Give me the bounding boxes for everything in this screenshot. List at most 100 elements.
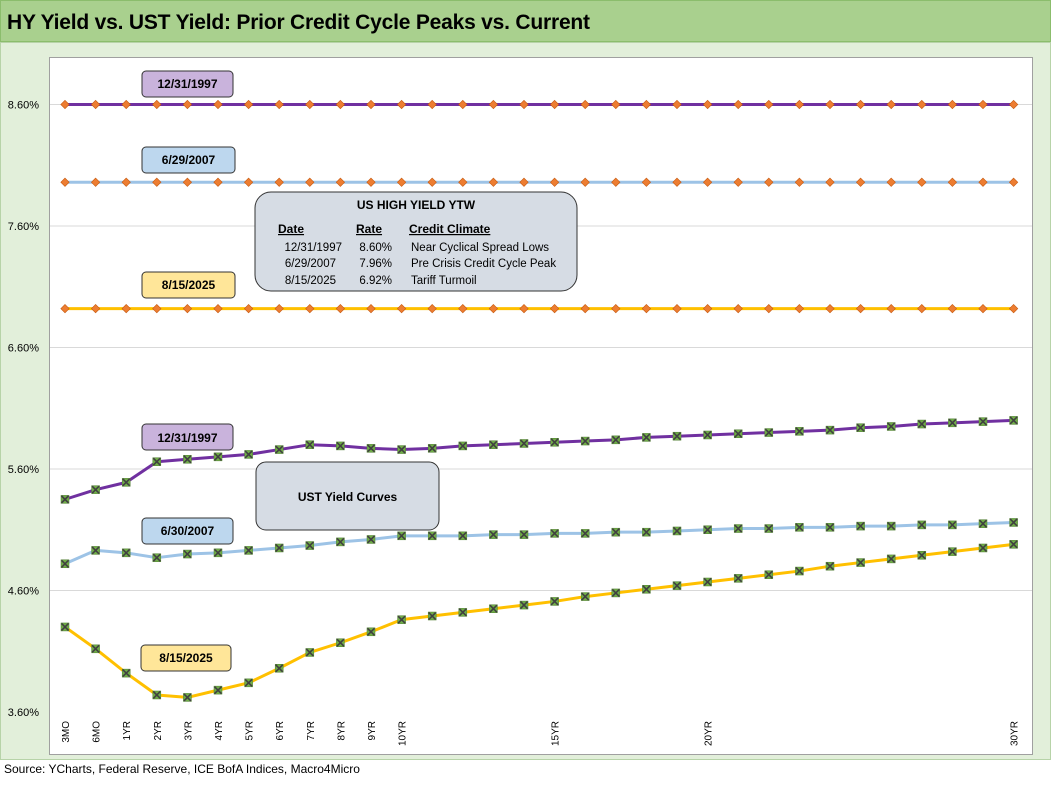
ust-marker bbox=[60, 622, 70, 632]
ust-marker bbox=[213, 548, 223, 558]
hy-marker bbox=[274, 177, 284, 187]
label-ust-1997: 12/31/1997 bbox=[141, 423, 234, 451]
hy-marker bbox=[549, 177, 560, 187]
ust-marker bbox=[825, 425, 835, 435]
hy-marker bbox=[488, 303, 499, 314]
ust-marker bbox=[183, 455, 192, 464]
series-line bbox=[64, 520, 1014, 566]
ust-marker bbox=[91, 485, 100, 494]
x-tick-label: 20YR bbox=[704, 721, 715, 746]
ust-marker bbox=[703, 430, 712, 440]
hy-marker bbox=[335, 177, 346, 187]
hy-marker bbox=[519, 177, 529, 187]
hy-table-row-rate: 6.92% bbox=[359, 275, 392, 287]
svg-text:6/29/2007: 6/29/2007 bbox=[162, 153, 216, 167]
ust-marker bbox=[672, 581, 682, 590]
ust-marker bbox=[1009, 540, 1018, 549]
hy-marker bbox=[182, 99, 193, 110]
svg-text:8/15/2025: 8/15/2025 bbox=[162, 278, 216, 292]
ust-marker bbox=[886, 521, 896, 531]
hy-marker bbox=[60, 303, 70, 314]
series-lines bbox=[64, 103, 1014, 699]
hy-table-header-rate: Rate bbox=[356, 222, 382, 236]
hy-marker bbox=[60, 177, 70, 187]
ust-marker bbox=[642, 527, 651, 537]
ust-marker bbox=[856, 423, 865, 432]
ust-marker bbox=[60, 495, 70, 504]
hy-marker bbox=[1008, 303, 1019, 314]
hy-marker bbox=[733, 303, 743, 314]
x-tick-label: 9YR bbox=[367, 721, 378, 740]
hy-marker bbox=[243, 303, 254, 314]
x-tick-label: 15YR bbox=[551, 721, 562, 746]
chart-title: HY Yield vs. UST Yield: Prior Credit Cyc… bbox=[7, 11, 590, 34]
ust-marker bbox=[427, 531, 437, 541]
x-tick-label: 5YR bbox=[245, 721, 256, 740]
ust-marker bbox=[886, 554, 896, 564]
ust-marker bbox=[152, 457, 162, 466]
ust-marker bbox=[642, 433, 651, 442]
ust-marker bbox=[336, 441, 345, 451]
ust-marker bbox=[274, 664, 284, 673]
hy-marker bbox=[90, 177, 101, 187]
ust-marker bbox=[733, 429, 743, 439]
hy-marker bbox=[243, 177, 254, 187]
hy-marker bbox=[90, 303, 101, 314]
ust-marker bbox=[91, 644, 100, 654]
hy-marker bbox=[672, 99, 682, 110]
hy-marker bbox=[427, 99, 437, 110]
hy-marker bbox=[152, 303, 162, 314]
hy-marker bbox=[458, 177, 468, 187]
hy-marker bbox=[152, 99, 162, 110]
hy-marker bbox=[917, 177, 927, 187]
hy-marker bbox=[458, 99, 468, 110]
ust-marker bbox=[397, 615, 406, 624]
hy-marker bbox=[366, 303, 376, 314]
hy-marker bbox=[366, 177, 376, 187]
hy-marker bbox=[213, 303, 223, 314]
ust-marker bbox=[1009, 518, 1018, 527]
hy-marker bbox=[702, 99, 713, 110]
ust-marker bbox=[611, 527, 621, 537]
ust-marker bbox=[764, 524, 774, 533]
hy-marker bbox=[672, 177, 682, 187]
hy-marker bbox=[733, 177, 743, 187]
ust-marker bbox=[825, 523, 835, 532]
hy-marker bbox=[1008, 99, 1019, 110]
x-axis: 3MO 6MO 1YR 2YR 3YR 4YR 5YR 6YR 7YR 8YR 9YR 10YR 15Y… bbox=[61, 721, 1021, 746]
ust-marker bbox=[764, 428, 774, 437]
ust-marker bbox=[121, 668, 131, 678]
ust-marker bbox=[519, 600, 529, 610]
hy-marker bbox=[947, 99, 958, 110]
y-tick-label: 8.60% bbox=[8, 100, 39, 112]
label-ust-2007: 6/30/2007 bbox=[141, 517, 234, 545]
svg-text:UST Yield Curves: UST Yield Curves bbox=[298, 490, 398, 504]
ust-marker bbox=[825, 561, 835, 571]
hy-marker bbox=[305, 303, 315, 314]
hy-marker bbox=[641, 303, 652, 314]
ust-marker bbox=[886, 422, 896, 431]
ust-marker bbox=[580, 529, 590, 538]
hy-marker bbox=[213, 99, 223, 110]
hy-marker bbox=[886, 303, 896, 314]
series-line bbox=[64, 418, 1014, 501]
hy-marker bbox=[855, 99, 866, 110]
ust-marker bbox=[856, 521, 865, 531]
ust-marker bbox=[489, 530, 498, 539]
ust-marker bbox=[733, 524, 743, 533]
ust-marker bbox=[274, 445, 284, 454]
hy-marker bbox=[274, 99, 284, 110]
ust-marker bbox=[672, 526, 682, 536]
hy-marker bbox=[764, 303, 774, 314]
hy-marker bbox=[886, 99, 896, 110]
hy-marker bbox=[764, 177, 774, 187]
hy-marker bbox=[580, 303, 590, 314]
hy-marker bbox=[182, 177, 193, 187]
ust-marker bbox=[795, 566, 804, 576]
hy-marker bbox=[978, 177, 988, 187]
ust-marker bbox=[948, 547, 957, 556]
hy-table-header-climate: Credit Climate bbox=[409, 222, 491, 236]
hy-marker bbox=[488, 99, 499, 110]
hy-marker bbox=[152, 177, 162, 187]
hy-marker bbox=[947, 177, 958, 187]
